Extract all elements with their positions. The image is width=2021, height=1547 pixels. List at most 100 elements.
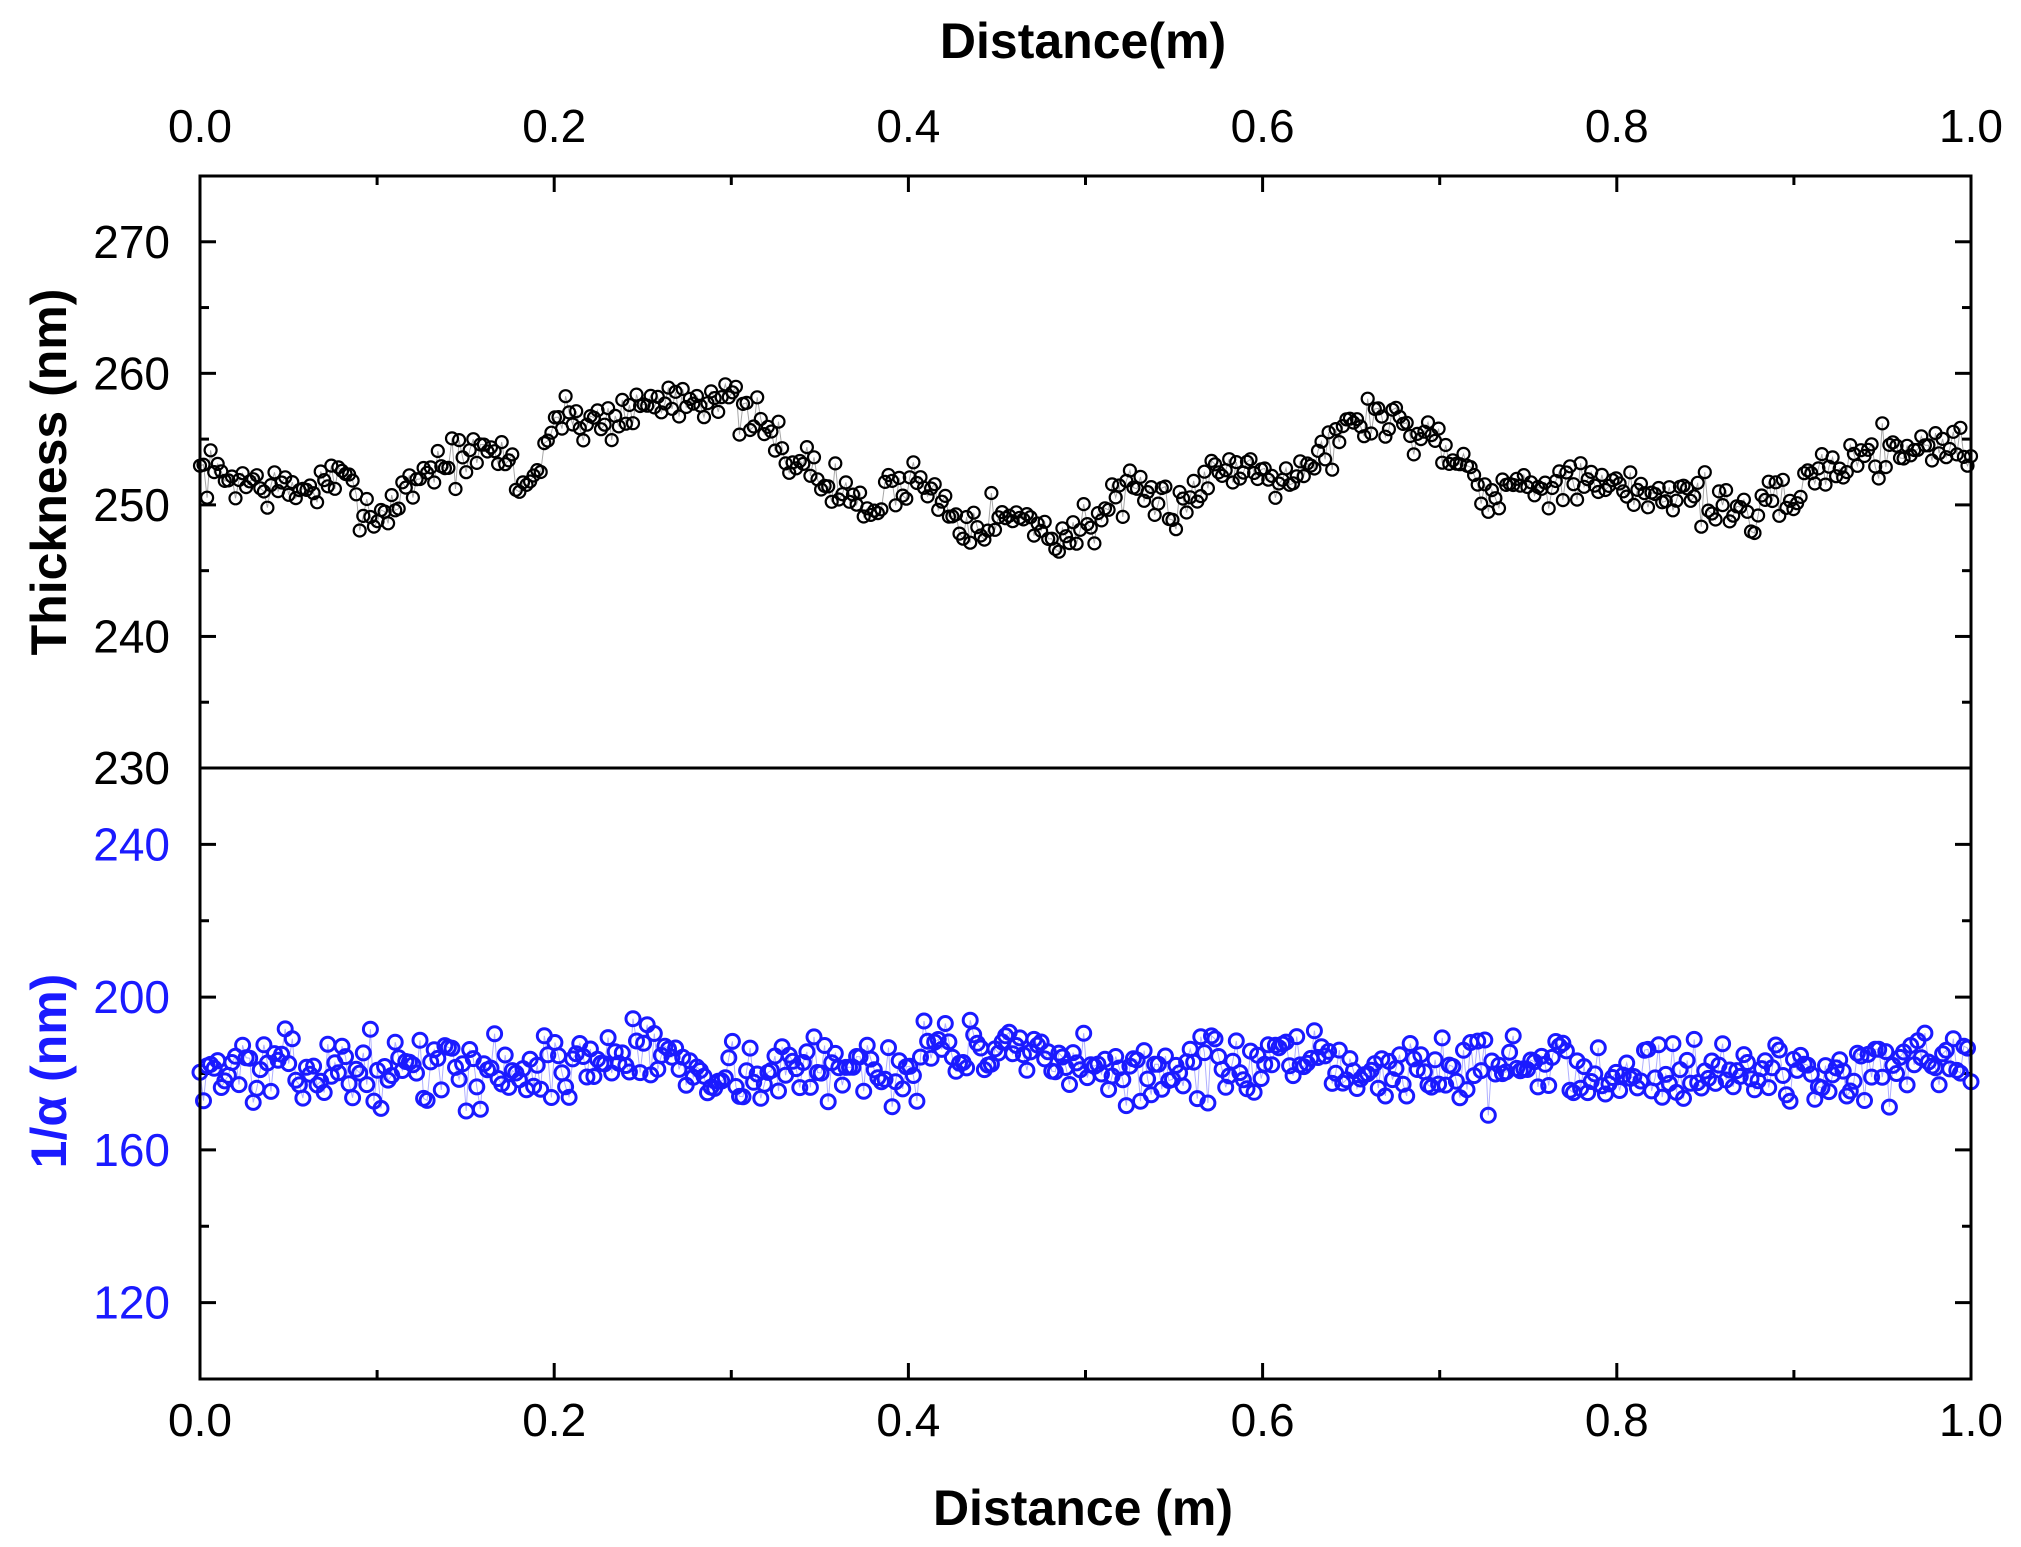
- data-point: [618, 416, 634, 431]
- data-point: [833, 1076, 851, 1094]
- data-point: [798, 1043, 816, 1061]
- data-point: [1426, 1051, 1444, 1069]
- data-point: [1037, 514, 1052, 529]
- data-point: [1168, 522, 1184, 537]
- data-point: [1075, 1024, 1093, 1042]
- data-point: [940, 1033, 958, 1051]
- data-point: [987, 522, 1003, 537]
- data-point: [1697, 465, 1712, 480]
- data-point: [1845, 1072, 1863, 1090]
- data-point: [816, 1037, 834, 1054]
- data-point: [231, 472, 247, 488]
- data-point: [874, 502, 889, 517]
- data-point: [1818, 477, 1833, 492]
- data-point: [1332, 435, 1347, 450]
- data-point: [405, 490, 420, 505]
- data-point: [329, 1064, 347, 1082]
- data-point: [542, 1089, 560, 1106]
- data-point: [560, 1088, 578, 1106]
- data-point: [1225, 475, 1240, 490]
- data-point: [1030, 516, 1045, 531]
- data-point: [1229, 455, 1244, 470]
- data-point: [1742, 1070, 1760, 1088]
- data-point: [576, 433, 591, 448]
- data-point: [908, 1092, 926, 1110]
- data-point: [1458, 1081, 1476, 1099]
- data-point: [288, 491, 303, 506]
- series-line: [199, 382, 1972, 553]
- top-x-axis-title: Distance(m): [940, 13, 1226, 69]
- data-point: [1924, 453, 1940, 468]
- thickness-panel: 0.0 0.2 0.4 0.6 0.8 1.0 230 240 250 260 270: [93, 100, 2003, 794]
- data-point: [1880, 1098, 1898, 1116]
- data-point: [745, 1073, 763, 1091]
- data-point: [1646, 1069, 1664, 1087]
- data-point: [920, 489, 935, 504]
- data-point: [1651, 480, 1666, 496]
- data-point: [241, 1049, 259, 1067]
- data-point: [842, 494, 857, 509]
- data-point: [1669, 493, 1684, 508]
- data-point: [441, 460, 456, 475]
- data-point: [1364, 426, 1379, 441]
- data-point: [1033, 523, 1049, 539]
- data-point: [806, 450, 822, 465]
- y-tick-label: 230: [93, 742, 170, 794]
- data-point: [789, 461, 804, 476]
- data-point: [398, 480, 413, 495]
- data-point: [1289, 469, 1304, 484]
- data-point: [713, 1072, 731, 1090]
- data-point: [1841, 1082, 1859, 1100]
- data-point: [578, 1068, 596, 1086]
- data-point: [207, 465, 222, 480]
- data-point: [450, 1070, 468, 1088]
- data-point: [1850, 458, 1865, 473]
- x-tick-label: 0.0: [168, 100, 232, 152]
- data-point: [461, 1041, 479, 1058]
- data-point: [899, 491, 914, 506]
- data-point: [540, 433, 555, 448]
- data-point: [1080, 516, 1095, 532]
- data-point: [1753, 1060, 1771, 1078]
- data-point: [354, 1044, 372, 1062]
- data-point: [1019, 506, 1035, 522]
- data-point: [1203, 1027, 1220, 1045]
- x-tick-label: 0.6: [1231, 1394, 1295, 1446]
- data-point: [452, 433, 467, 448]
- data-point: [1243, 452, 1258, 467]
- data-point: [1676, 478, 1691, 493]
- data-point: [1317, 452, 1333, 467]
- data-point: [1263, 1056, 1281, 1074]
- data-point: [1476, 1031, 1494, 1049]
- data-point: [230, 1076, 248, 1094]
- data-point: [696, 410, 712, 425]
- data-point: [723, 1032, 741, 1050]
- data-point: [1136, 493, 1152, 508]
- data-point: [1174, 1077, 1192, 1095]
- data-point: [1758, 492, 1773, 507]
- data-point: [196, 457, 211, 472]
- data-point: [320, 479, 335, 494]
- data-point: [963, 535, 978, 550]
- data-point: [327, 481, 342, 496]
- data-point: [1486, 1065, 1504, 1083]
- data-point: [1772, 508, 1787, 523]
- data-point: [1877, 1043, 1895, 1061]
- data-point: [1156, 1047, 1174, 1065]
- data-point: [711, 404, 726, 419]
- data-point: [1376, 1087, 1394, 1105]
- data-point: [1296, 469, 1311, 484]
- data-point: [1430, 1075, 1448, 1093]
- y-tick-label: 240: [93, 818, 170, 870]
- data-point: [1921, 438, 1936, 453]
- data-point: [1626, 497, 1641, 512]
- data-point: [1474, 496, 1489, 511]
- data-point: [906, 455, 921, 470]
- data-point: [1781, 1092, 1799, 1110]
- data-point: [1484, 483, 1500, 498]
- data-point: [1675, 1089, 1692, 1107]
- data-point: [1469, 1032, 1487, 1050]
- data-point: [344, 1089, 362, 1107]
- data-point: [742, 422, 758, 438]
